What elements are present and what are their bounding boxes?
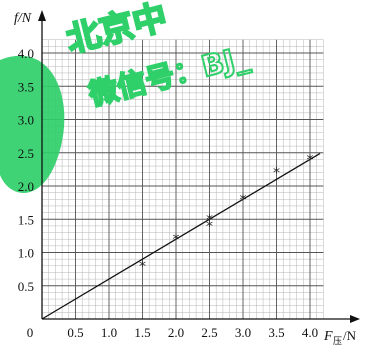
y-tick-label: 3.0	[18, 113, 34, 128]
x-axis-label-unit: /N	[343, 328, 357, 343]
y-tick-label: 4.0	[18, 46, 34, 61]
axes	[38, 10, 360, 323]
x-tick-label: 4.0	[302, 325, 318, 340]
y-tick-label: 0.5	[18, 279, 34, 294]
fit-line-group	[41, 152, 321, 320]
y-axis-arrow-icon	[38, 10, 46, 21]
watermark-line1: 北京中	[63, 0, 172, 61]
data-point-marker: *	[206, 212, 213, 228]
data-point-marker: *	[139, 259, 146, 275]
x-tick-label: 2.5	[201, 325, 217, 340]
data-points: *******	[139, 152, 314, 274]
data-point-marker: *	[307, 152, 314, 168]
data-point-marker: *	[173, 232, 180, 248]
x-tick-label: 0.5	[67, 325, 83, 340]
y-tick-label: 1.0	[18, 246, 34, 261]
y-axis-label: f/N	[14, 11, 32, 26]
x-axis-label: F 压/N	[323, 328, 357, 347]
fit-line	[41, 152, 321, 320]
y-tick-label: 2.5	[18, 146, 34, 161]
x-tick-label: 1.0	[101, 325, 117, 340]
watermark-logo-icon	[0, 55, 65, 193]
x-tick-label: 1.5	[134, 325, 150, 340]
data-point-marker: *	[206, 219, 213, 235]
y-tick-label: 2.0	[18, 179, 34, 194]
tick-labels: 0.5 1.0 1.5 2.0 2.5 3.0 3.5 4.0 0.5 1.0 1.5 2.0 2.5 3…	[14, 11, 357, 347]
x-tick-label: 2.0	[168, 325, 184, 340]
data-point-marker: *	[240, 192, 247, 208]
data-point-marker: *	[273, 166, 280, 182]
x-axis-label-main: F	[323, 329, 333, 344]
y-tick-label: 1.5	[18, 212, 34, 227]
x-tick-label: 3.0	[235, 325, 251, 340]
y-tick-label: 3.5	[18, 79, 34, 94]
x-axis-label-sub: 压	[333, 336, 342, 347]
origin-label: 0	[27, 325, 34, 340]
x-axis-arrow-icon	[350, 315, 360, 323]
x-tick-label: 3.5	[268, 325, 284, 340]
